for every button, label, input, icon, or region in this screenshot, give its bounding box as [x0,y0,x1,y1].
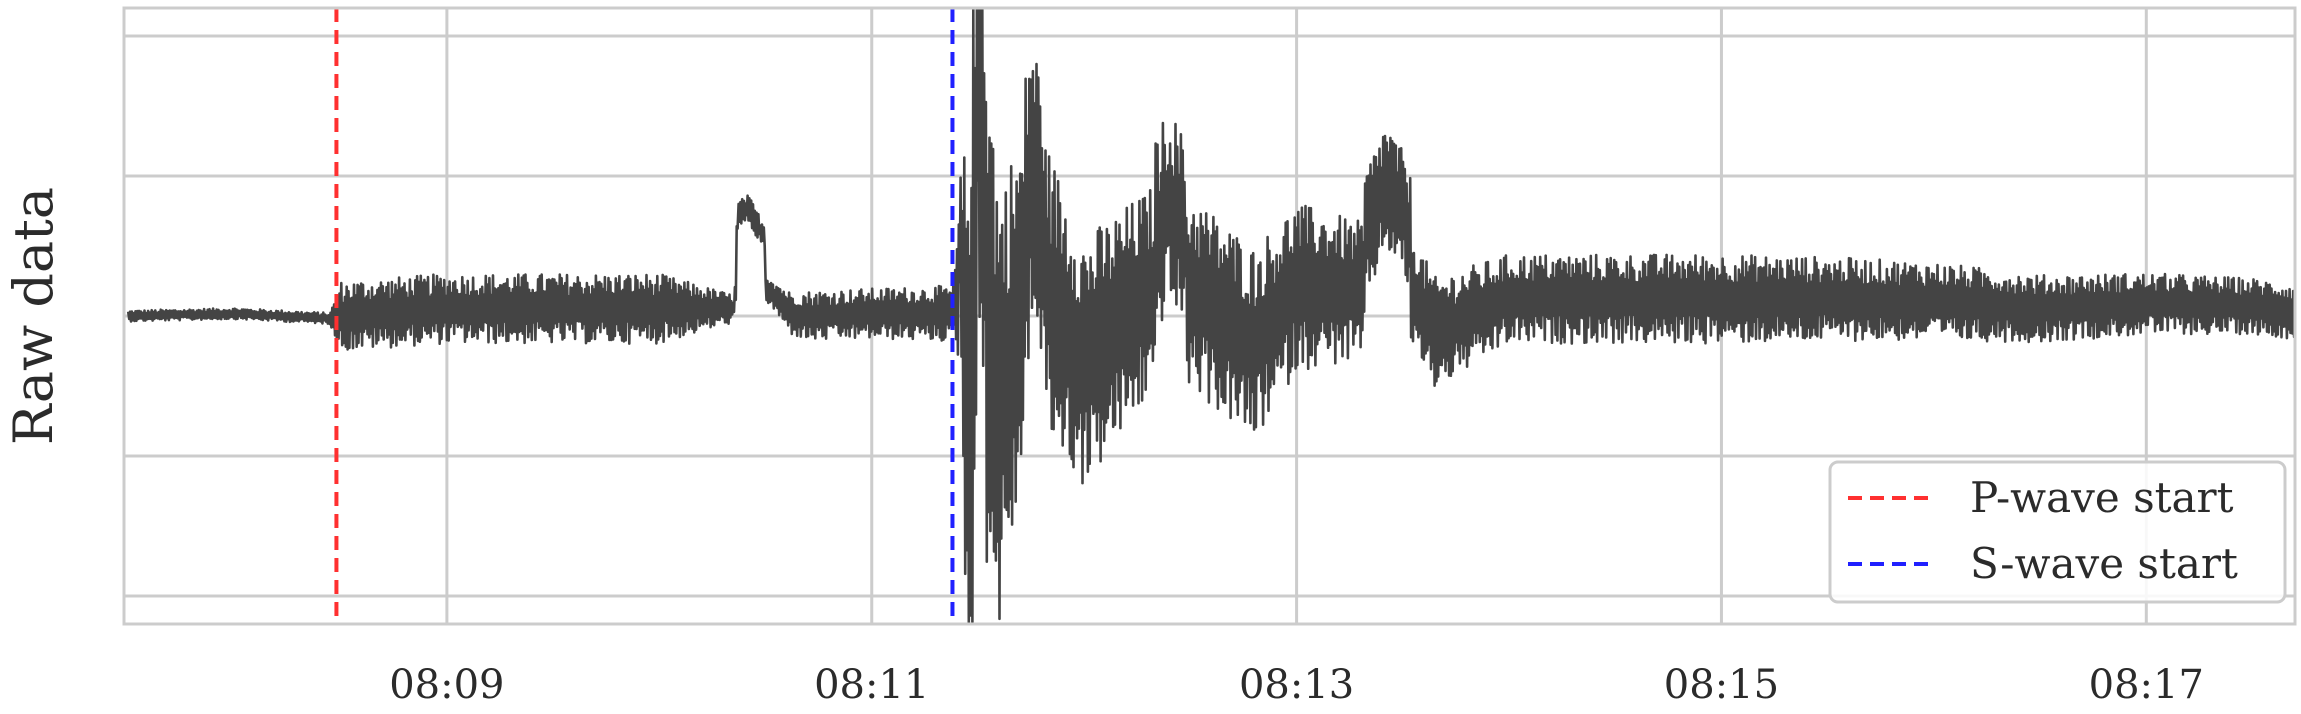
x-tick-label: 08:15 [1664,662,1779,708]
y-axis-label: Raw data [2,187,65,445]
plot-frame [122,6,2297,626]
x-tick-label: 08:13 [1239,662,1354,708]
x-tick-label: 08:09 [389,662,504,708]
legend-entry-label: P-wave start [1970,473,2234,522]
waveform-series [126,6,2297,626]
legend-box [1828,460,2287,604]
legend-entry-label: S-wave start [1970,539,2238,588]
x-tick-label: 08:11 [814,662,929,708]
x-axis-ticks: 08:09 08:11 08:13 08:15 08:17 [389,662,2204,708]
waveform-line [126,6,2297,626]
phase-markers [334,8,955,624]
x-tick-label: 08:17 [2089,662,2204,708]
legend: P-wave start S-wave start [1828,460,2287,604]
